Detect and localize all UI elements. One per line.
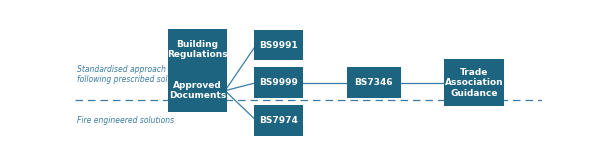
Text: BS9999: BS9999 [259, 78, 297, 87]
FancyBboxPatch shape [444, 59, 504, 106]
Text: Trade
Association
Guidance: Trade Association Guidance [445, 68, 503, 98]
FancyBboxPatch shape [167, 70, 228, 112]
Text: Fire engineered solutions: Fire engineered solutions [77, 116, 174, 125]
FancyBboxPatch shape [253, 67, 303, 98]
Text: BS7974: BS7974 [259, 116, 297, 125]
Text: Standardised approach
following prescribed solutions: Standardised approach following prescrib… [77, 65, 191, 85]
FancyBboxPatch shape [167, 29, 228, 71]
FancyBboxPatch shape [253, 30, 303, 61]
Text: BS7346: BS7346 [355, 78, 393, 87]
Text: BS9991: BS9991 [259, 41, 297, 50]
Text: Approved
Documents: Approved Documents [169, 81, 226, 100]
FancyBboxPatch shape [347, 67, 401, 98]
Text: Building
Regulations: Building Regulations [167, 40, 228, 59]
FancyBboxPatch shape [253, 105, 303, 136]
